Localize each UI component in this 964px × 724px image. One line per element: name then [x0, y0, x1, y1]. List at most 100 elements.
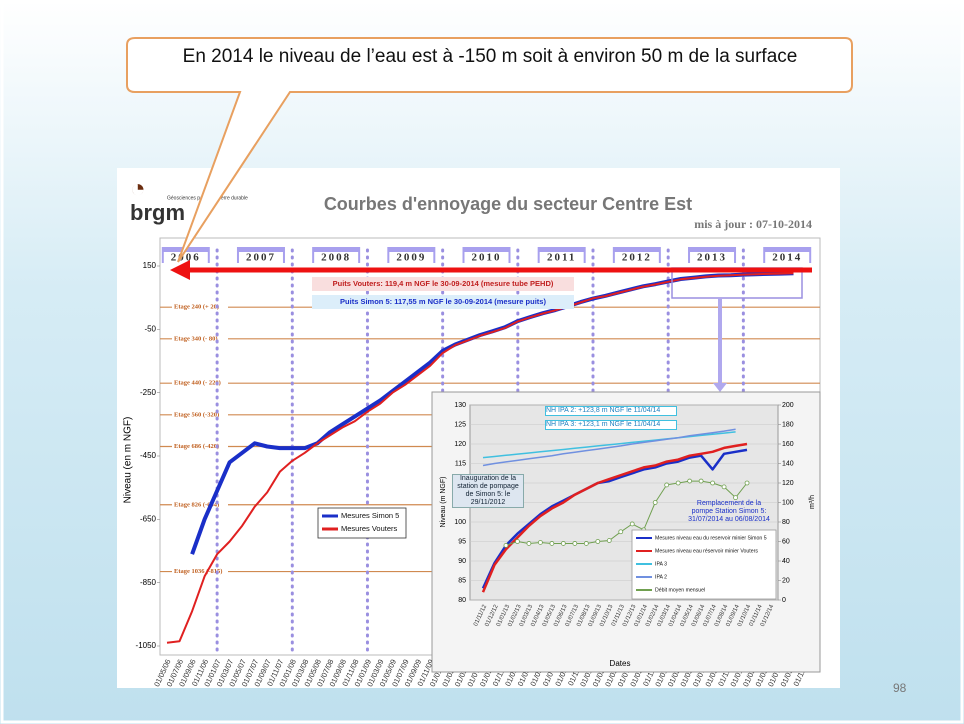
chart-subtitle: mis à jour : 07-10-2014	[694, 217, 812, 231]
y2-tick-label: 80	[782, 519, 790, 526]
y-tick-label: 115	[455, 460, 466, 467]
logo-icon: ◔	[130, 173, 146, 203]
series-marker	[721, 484, 727, 490]
y2-tick-label: 160	[782, 441, 794, 448]
y-tick-label: 85	[458, 577, 466, 584]
series-marker	[710, 480, 715, 486]
year-box-inner	[690, 252, 735, 263]
annotation: Puits Vouters: 119,4 m NGF le 30-09-2014…	[312, 277, 574, 291]
level-label-bg	[172, 565, 228, 577]
legend-label: IPA 2	[655, 574, 667, 580]
annotation: NH IPA 2: +123,8 m NGF le 11/04/14	[545, 406, 677, 416]
series-marker	[515, 539, 520, 544]
level-label-bg	[172, 408, 228, 420]
legend-label: Mesures niveau eau réservoir minier Vout…	[655, 548, 758, 554]
year-box-inner	[614, 252, 659, 263]
series-line	[481, 448, 748, 589]
inset-y2-label: m³/h	[809, 495, 816, 509]
series-line	[481, 442, 748, 593]
year-label: 2011	[547, 252, 576, 264]
callout-box	[126, 37, 853, 263]
series-marker	[606, 538, 612, 543]
y-tick-label: 130	[454, 402, 466, 409]
y-tick-label: -50	[144, 324, 156, 333]
year-label: 2013	[697, 252, 727, 264]
level-label-bg	[172, 440, 228, 452]
y2-tick-label: 60	[782, 538, 790, 545]
page-number: 98	[893, 681, 907, 695]
inset-x-label: Dates	[610, 659, 631, 668]
series-marker	[733, 495, 738, 501]
level-label: Etage 1036 (-815)	[174, 568, 222, 575]
y2-tick-label: 100	[782, 499, 794, 506]
series-marker	[560, 541, 566, 546]
red-arrow-head	[170, 260, 190, 280]
legend-label: Mesures Simon 5	[341, 511, 399, 520]
annotation: Inauguration de la station de pompage de…	[452, 474, 524, 508]
y-tick-label: 150	[143, 261, 157, 270]
level-label: Etage 826 (-604)	[174, 501, 219, 508]
series-marker	[583, 541, 589, 546]
year-label: 2006	[171, 252, 201, 264]
inset-y-label: Niveau (m NGF)	[440, 477, 447, 528]
year-box-inner	[539, 252, 584, 263]
y2-tick-label: 120	[782, 480, 794, 487]
y-tick-label: 120	[454, 441, 466, 448]
year-box-inner	[238, 252, 283, 263]
year-box-inner	[163, 252, 208, 263]
y2-tick-label: 20	[782, 577, 790, 584]
series-marker	[503, 543, 509, 548]
y-tick-label: 125	[454, 421, 466, 428]
year-box-inner	[314, 252, 359, 263]
series-marker	[744, 480, 750, 486]
year-box-inner	[765, 252, 810, 263]
series-marker	[572, 541, 578, 546]
annotation: NH IPA 3: +123,1 m NGF le 11/04/14	[545, 420, 677, 430]
y2-tick-label: 40	[782, 558, 790, 565]
level-label: Etage 686 (-420)	[174, 443, 219, 450]
series-marker	[675, 480, 681, 486]
series-marker	[526, 541, 532, 546]
series-line	[505, 480, 748, 546]
level-label: Etage 440 (- 220)	[174, 380, 221, 387]
series-marker	[664, 482, 670, 488]
y-tick-label: -450	[140, 451, 157, 460]
series-marker	[595, 539, 601, 544]
legend-box	[317, 507, 407, 539]
series-marker	[698, 478, 704, 484]
logo-name: brgm	[130, 200, 185, 225]
year-label: 2010	[472, 252, 502, 264]
level-label: Etage 560 (-320)	[174, 411, 219, 418]
series-line	[482, 428, 736, 467]
series-marker	[629, 521, 635, 527]
level-label-bg	[172, 498, 228, 510]
chart-title: Courbes d'ennoyage du secteur Centre Est	[324, 194, 692, 214]
year-label: 2014	[772, 252, 802, 264]
zoom-arrow-head	[713, 383, 727, 392]
level-label-bg	[172, 377, 228, 389]
level-label-bg	[172, 332, 228, 344]
y2-tick-label: 0	[782, 597, 786, 604]
series-marker	[618, 529, 624, 535]
year-label: 2007	[246, 252, 276, 264]
series-line	[166, 272, 794, 644]
y-tick-label: -250	[140, 388, 157, 397]
legend-box	[631, 529, 777, 600]
y-axis-label: Niveau (en m NGF)	[123, 417, 134, 504]
y-tick-label: -1050	[136, 641, 157, 650]
callout-text: En 2014 le niveau de l’eau est à -150 m …	[182, 46, 798, 67]
level-label-bg	[172, 301, 228, 313]
series-marker	[538, 540, 543, 545]
year-label: 2012	[622, 252, 652, 264]
annotation: Remplacement de la pompe Station Simon 5…	[688, 500, 770, 523]
legend-label: IPA 3	[655, 561, 667, 567]
level-label: Etage 340 (- 80)	[174, 335, 218, 342]
y-tick-label: 90	[458, 558, 466, 565]
y-tick-label: 100	[454, 519, 466, 526]
series-line	[482, 431, 736, 459]
legend-label: Mesures niveau eau du reservoir minier S…	[655, 535, 767, 541]
y2-tick-label: 140	[782, 460, 794, 467]
